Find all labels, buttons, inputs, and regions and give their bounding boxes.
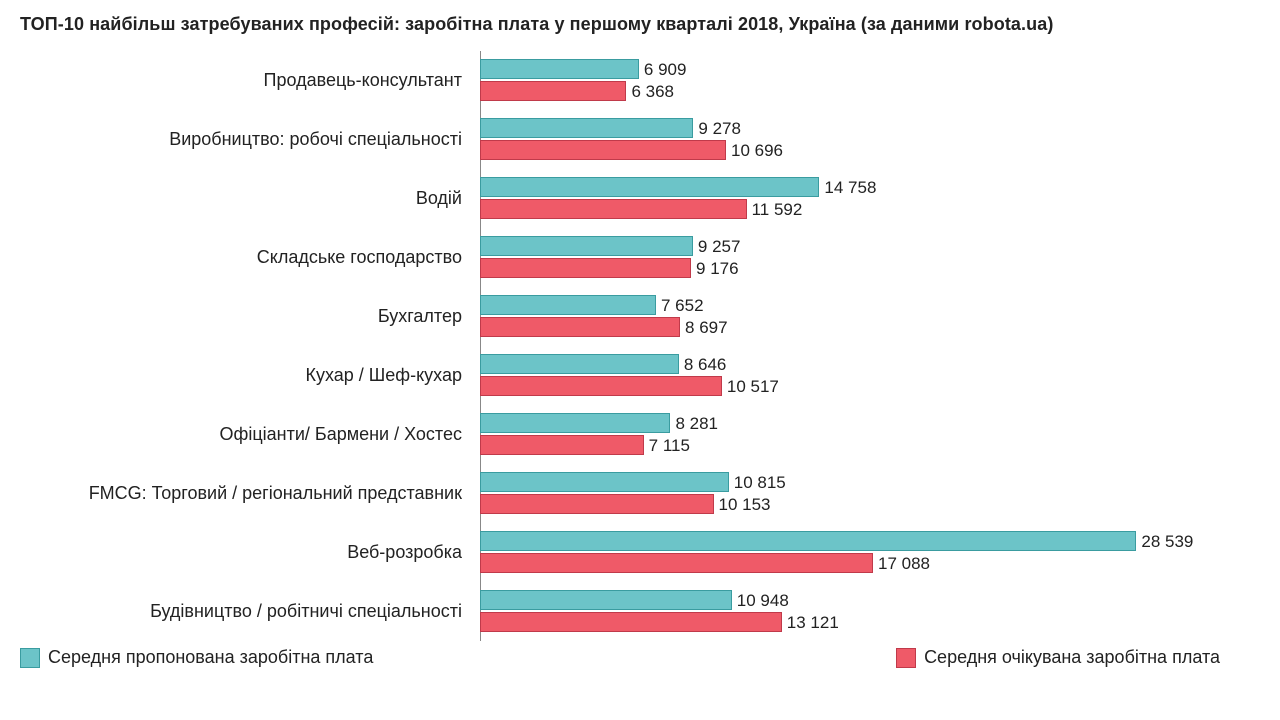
value-label-expected: 6 368 (631, 82, 674, 102)
bar-expected: 6 368 (480, 81, 626, 101)
salary-bar-chart: Продавець-консультант6 9096 368Виробницт… (20, 51, 1260, 641)
value-label-offered: 8 646 (684, 355, 727, 375)
bar-offered: 9 257 (480, 236, 693, 256)
category-label: Будівництво / робітничі спеціальності (20, 600, 480, 623)
category-label: Виробництво: робочі спеціальності (20, 128, 480, 151)
bars-cell: 8 2817 115 (480, 405, 1260, 464)
chart-row: Водій14 75811 592 (20, 169, 1260, 228)
bar-expected: 13 121 (480, 612, 782, 632)
legend-swatch-expected (896, 648, 916, 668)
chart-row: Будівництво / робітничі спеціальності10 … (20, 582, 1260, 641)
chart-legend: Середня пропонована заробітна плата Сере… (20, 647, 1260, 668)
chart-row: Веб-розробка28 53917 088 (20, 523, 1260, 582)
bar-expected: 11 592 (480, 199, 747, 219)
bar-expected: 17 088 (480, 553, 873, 573)
legend-item-expected: Середня очікувана заробітна плата (896, 647, 1220, 668)
value-label-offered: 6 909 (644, 60, 687, 80)
category-label: Складське господарство (20, 246, 480, 269)
chart-row: Складське господарство9 2579 176 (20, 228, 1260, 287)
value-label-offered: 28 539 (1141, 532, 1193, 552)
value-label-offered: 14 758 (824, 178, 876, 198)
bar-expected: 8 697 (480, 317, 680, 337)
bars-cell: 10 94813 121 (480, 582, 1260, 641)
legend-label-expected: Середня очікувана заробітна плата (924, 647, 1220, 668)
bars-cell: 6 9096 368 (480, 51, 1260, 110)
value-label-offered: 9 278 (698, 119, 741, 139)
category-label: FMCG: Торговий / регіональний представни… (20, 482, 480, 505)
value-label-expected: 13 121 (787, 613, 839, 633)
value-label-offered: 8 281 (675, 414, 718, 434)
bar-offered: 28 539 (480, 531, 1136, 551)
chart-title: ТОП-10 найбільш затребуваних професій: з… (20, 14, 1260, 35)
bar-expected: 10 696 (480, 140, 726, 160)
value-label-expected: 8 697 (685, 318, 728, 338)
bar-offered: 10 815 (480, 472, 729, 492)
value-label-offered: 10 815 (734, 473, 786, 493)
chart-row: Продавець-консультант6 9096 368 (20, 51, 1260, 110)
chart-row: Виробництво: робочі спеціальності9 27810… (20, 110, 1260, 169)
bars-cell: 9 27810 696 (480, 110, 1260, 169)
bar-expected: 7 115 (480, 435, 644, 455)
category-label: Кухар / Шеф-кухар (20, 364, 480, 387)
chart-row: FMCG: Торговий / регіональний представни… (20, 464, 1260, 523)
legend-swatch-offered (20, 648, 40, 668)
bar-offered: 6 909 (480, 59, 639, 79)
bar-expected: 10 153 (480, 494, 714, 514)
bars-cell: 14 75811 592 (480, 169, 1260, 228)
value-label-offered: 9 257 (698, 237, 741, 257)
value-label-expected: 10 696 (731, 141, 783, 161)
bar-offered: 7 652 (480, 295, 656, 315)
value-label-expected: 9 176 (696, 259, 739, 279)
value-label-offered: 7 652 (661, 296, 704, 316)
chart-row: Бухгалтер7 6528 697 (20, 287, 1260, 346)
value-label-expected: 10 517 (727, 377, 779, 397)
bar-offered: 8 281 (480, 413, 670, 433)
value-label-offered: 10 948 (737, 591, 789, 611)
legend-label-offered: Середня пропонована заробітна плата (48, 647, 373, 668)
bars-cell: 9 2579 176 (480, 228, 1260, 287)
value-label-expected: 7 115 (649, 436, 690, 456)
value-label-expected: 17 088 (878, 554, 930, 574)
bars-cell: 8 64610 517 (480, 346, 1260, 405)
bar-offered: 8 646 (480, 354, 679, 374)
bar-offered: 9 278 (480, 118, 693, 138)
bar-offered: 10 948 (480, 590, 732, 610)
category-label: Продавець-консультант (20, 69, 480, 92)
category-label: Бухгалтер (20, 305, 480, 328)
bar-expected: 9 176 (480, 258, 691, 278)
category-label: Офіціанти/ Бармени / Хостес (20, 423, 480, 446)
category-label: Веб-розробка (20, 541, 480, 564)
category-label: Водій (20, 187, 480, 210)
legend-item-offered: Середня пропонована заробітна плата (20, 647, 373, 668)
bar-offered: 14 758 (480, 177, 819, 197)
chart-row: Офіціанти/ Бармени / Хостес8 2817 115 (20, 405, 1260, 464)
value-label-expected: 10 153 (719, 495, 771, 515)
bars-cell: 10 81510 153 (480, 464, 1260, 523)
chart-row: Кухар / Шеф-кухар8 64610 517 (20, 346, 1260, 405)
bar-expected: 10 517 (480, 376, 722, 396)
value-label-expected: 11 592 (752, 200, 803, 220)
bars-cell: 28 53917 088 (480, 523, 1260, 582)
bars-cell: 7 6528 697 (480, 287, 1260, 346)
